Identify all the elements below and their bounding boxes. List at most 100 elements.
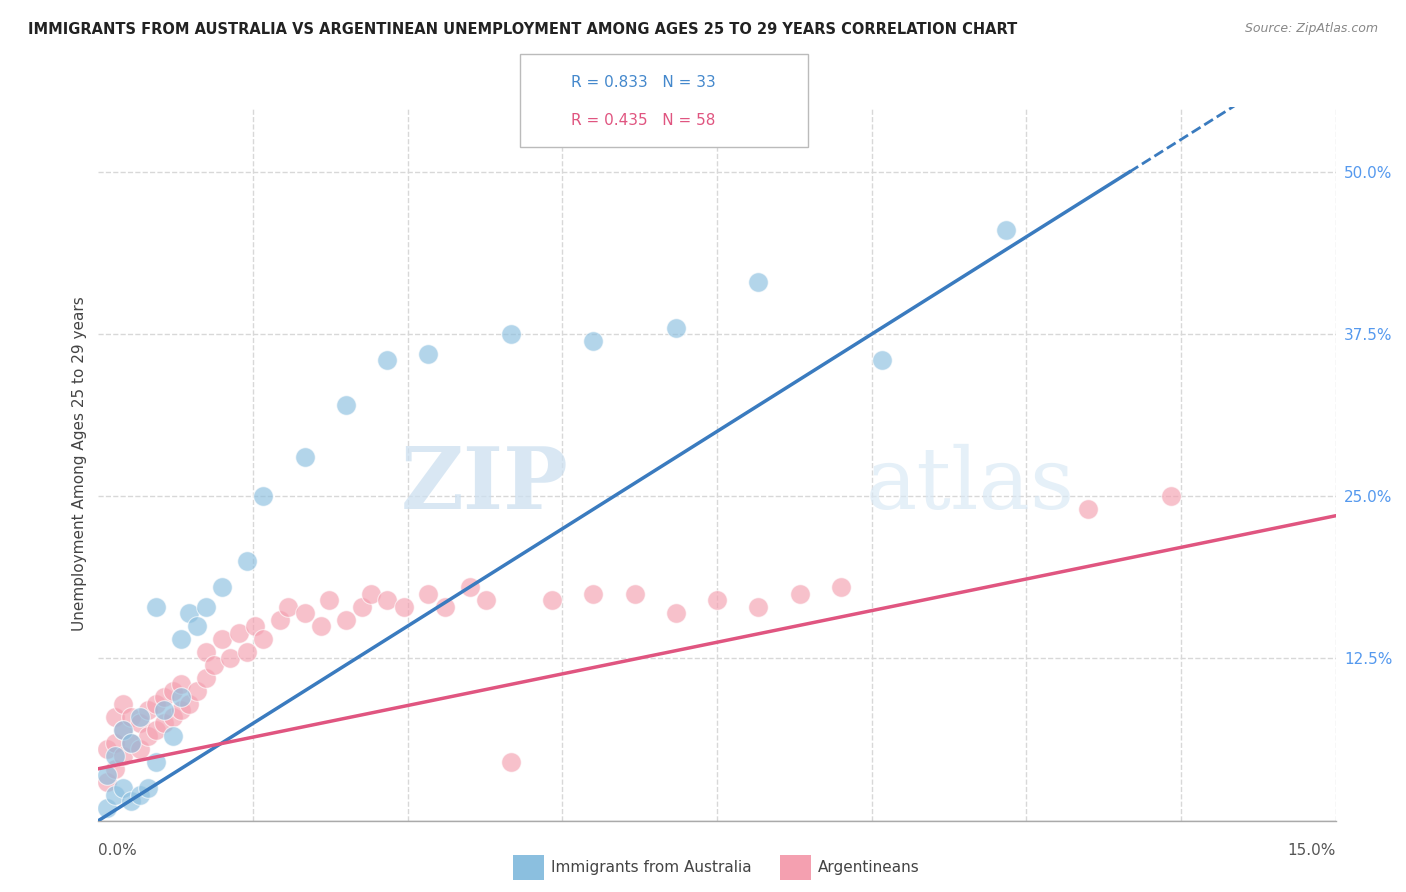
Point <box>128 742 150 756</box>
Point <box>458 580 481 594</box>
Point <box>179 697 201 711</box>
Point <box>186 684 208 698</box>
Text: IMMIGRANTS FROM AUSTRALIA VS ARGENTINEAN UNEMPLOYMENT AMONG AGES 25 TO 29 YEARS : IMMIGRANTS FROM AUSTRALIA VS ARGENTINEAN… <box>28 22 1018 37</box>
Point <box>499 756 522 770</box>
Point <box>136 703 159 717</box>
Point <box>170 690 193 705</box>
Point <box>162 710 184 724</box>
Point <box>309 619 332 633</box>
Point <box>153 690 176 705</box>
Point <box>499 327 522 342</box>
Point <box>318 593 340 607</box>
Point <box>541 593 564 607</box>
Point <box>747 599 769 614</box>
Point <box>104 788 127 802</box>
Point <box>128 788 150 802</box>
Point <box>128 710 150 724</box>
Point <box>335 399 357 413</box>
Point <box>243 619 266 633</box>
Point <box>236 554 259 568</box>
Point <box>120 794 142 808</box>
Point <box>475 593 498 607</box>
Point <box>112 723 135 737</box>
Point <box>335 613 357 627</box>
Point <box>186 619 208 633</box>
Text: Source: ZipAtlas.com: Source: ZipAtlas.com <box>1244 22 1378 36</box>
Point <box>104 762 127 776</box>
Point <box>202 657 225 672</box>
Point <box>1077 502 1099 516</box>
Point <box>128 716 150 731</box>
Point <box>96 774 118 789</box>
Point <box>211 632 233 646</box>
Point <box>112 748 135 763</box>
Point <box>294 606 316 620</box>
Point <box>706 593 728 607</box>
Point <box>870 353 893 368</box>
Point <box>153 716 176 731</box>
Point <box>830 580 852 594</box>
Point <box>236 645 259 659</box>
Point <box>252 632 274 646</box>
Point <box>112 697 135 711</box>
Point <box>277 599 299 614</box>
Point <box>294 450 316 465</box>
Point <box>120 736 142 750</box>
Point <box>665 606 688 620</box>
Point <box>994 223 1017 237</box>
Point <box>352 599 374 614</box>
Point <box>162 729 184 743</box>
Point <box>112 723 135 737</box>
Point <box>375 593 398 607</box>
Point <box>375 353 398 368</box>
Point <box>211 580 233 594</box>
Text: ZIP: ZIP <box>401 443 568 527</box>
Point <box>153 703 176 717</box>
Point <box>120 736 142 750</box>
Point <box>120 710 142 724</box>
Point <box>145 697 167 711</box>
Point <box>219 651 242 665</box>
Point <box>170 677 193 691</box>
Point <box>433 599 456 614</box>
Point <box>145 756 167 770</box>
Point <box>96 768 118 782</box>
Point <box>194 671 217 685</box>
Point <box>104 748 127 763</box>
Point <box>136 781 159 796</box>
Point <box>228 625 250 640</box>
Point <box>418 586 440 600</box>
Point <box>170 632 193 646</box>
Point <box>104 736 127 750</box>
Point <box>665 320 688 334</box>
Point <box>194 599 217 614</box>
Point <box>194 645 217 659</box>
Point <box>623 586 645 600</box>
Point <box>162 684 184 698</box>
Point <box>96 800 118 814</box>
Point <box>170 703 193 717</box>
Text: 15.0%: 15.0% <box>1288 843 1336 858</box>
Point <box>1160 489 1182 503</box>
Text: Argentineans: Argentineans <box>818 861 920 875</box>
Point <box>418 346 440 360</box>
Text: atlas: atlas <box>866 443 1074 527</box>
Point <box>392 599 415 614</box>
Point <box>179 606 201 620</box>
Point <box>136 729 159 743</box>
Text: R = 0.435   N = 58: R = 0.435 N = 58 <box>571 113 716 128</box>
Text: 0.0%: 0.0% <box>98 843 138 858</box>
Point <box>582 586 605 600</box>
Y-axis label: Unemployment Among Ages 25 to 29 years: Unemployment Among Ages 25 to 29 years <box>72 296 87 632</box>
Point <box>104 710 127 724</box>
Point <box>252 489 274 503</box>
Point <box>96 742 118 756</box>
Text: Immigrants from Australia: Immigrants from Australia <box>551 861 752 875</box>
Text: R = 0.833   N = 33: R = 0.833 N = 33 <box>571 75 716 89</box>
Point <box>360 586 382 600</box>
Point <box>145 723 167 737</box>
Point <box>747 275 769 289</box>
Point <box>112 781 135 796</box>
Point <box>269 613 291 627</box>
Point <box>582 334 605 348</box>
